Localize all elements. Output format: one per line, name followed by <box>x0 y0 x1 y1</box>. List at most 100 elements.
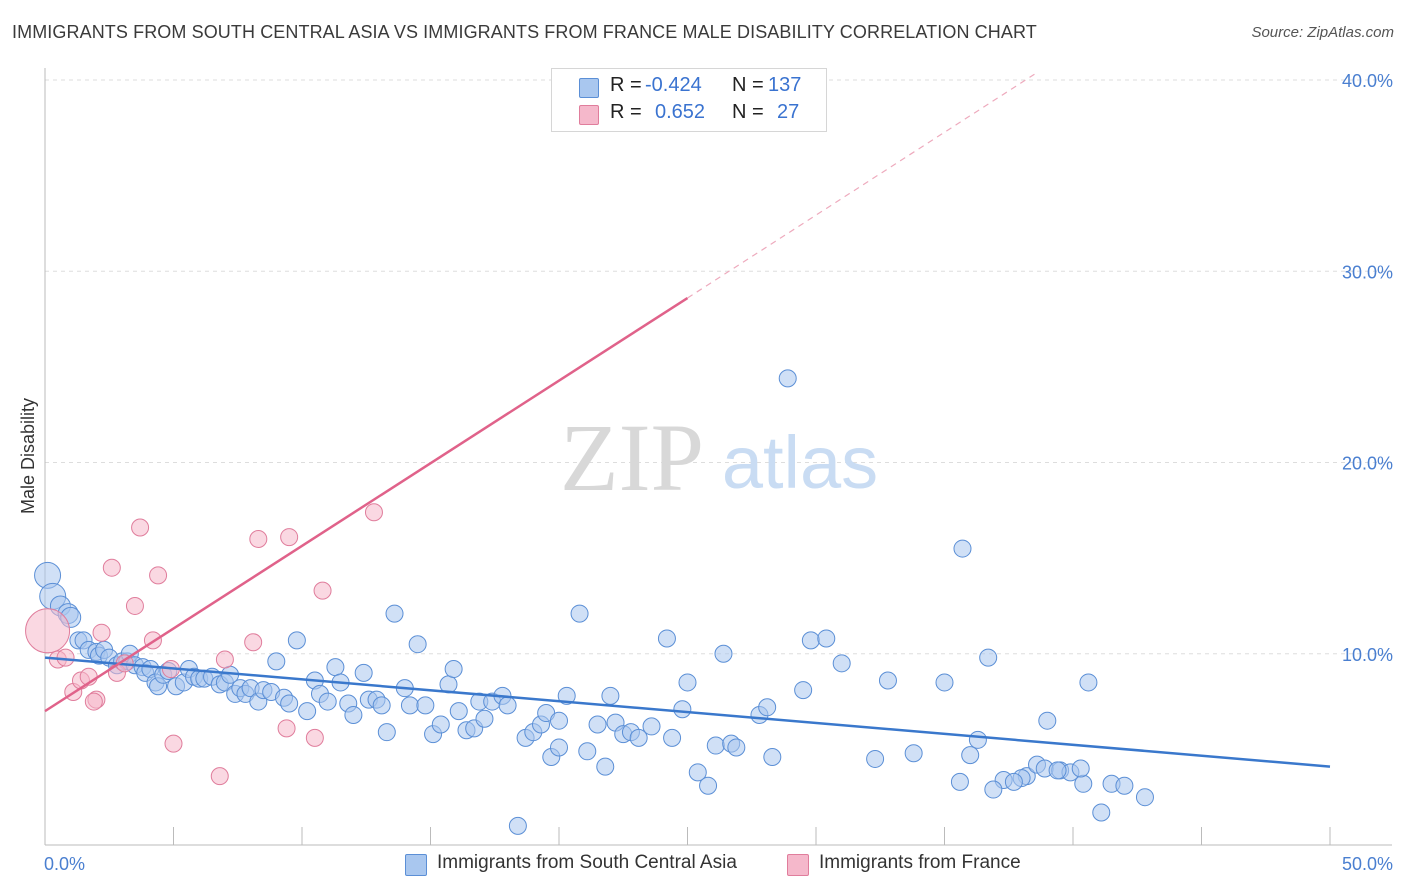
data-point <box>588 715 607 734</box>
data-point <box>298 702 317 721</box>
bottom-legend-swatch-pink <box>787 854 809 876</box>
data-point <box>1048 761 1067 780</box>
data-point <box>578 742 597 761</box>
data-point <box>149 566 168 585</box>
stats-legend: R = -0.424 N = 137 R = 0.652 N = 27 <box>551 68 827 132</box>
data-point <box>778 369 797 388</box>
data-point <box>280 528 299 547</box>
grid-lines <box>45 79 1392 655</box>
data-point <box>706 736 725 755</box>
legend-r-label: R = <box>610 74 642 96</box>
data-point <box>596 757 615 776</box>
data-point <box>131 518 150 537</box>
watermark: ZIP atlas <box>560 404 878 511</box>
data-point <box>277 719 296 738</box>
data-point <box>1074 774 1093 793</box>
data-point <box>663 728 682 747</box>
data-point <box>935 673 954 692</box>
data-point <box>763 748 782 767</box>
legend-swatch-pink <box>579 105 599 125</box>
y-tick-label: 20.0% <box>1342 454 1393 474</box>
data-point <box>961 746 980 765</box>
legend-r-value: -0.424 <box>645 74 702 96</box>
data-point <box>25 608 71 654</box>
trend-line-blue <box>44 656 1331 768</box>
data-point <box>678 673 697 692</box>
data-point <box>318 692 337 711</box>
data-point <box>1004 772 1023 791</box>
data-point <box>1079 673 1098 692</box>
x-tick-label: 50.0% <box>1342 854 1393 874</box>
data-point <box>953 539 972 558</box>
data-point <box>416 696 435 715</box>
legend-swatch-blue <box>579 78 599 98</box>
data-point <box>817 629 836 648</box>
data-point <box>385 604 404 623</box>
data-point <box>979 648 998 667</box>
data-point <box>794 681 813 700</box>
data-point <box>215 650 234 669</box>
data-point <box>984 780 1003 799</box>
data-point <box>727 738 746 757</box>
data-point <box>557 686 576 705</box>
data-point <box>326 658 345 677</box>
data-point <box>431 715 450 734</box>
data-point <box>832 654 851 673</box>
data-point <box>305 728 324 747</box>
data-point <box>1135 788 1154 807</box>
data-point <box>866 749 885 768</box>
series-france-points <box>25 503 383 786</box>
legend-n-value: 27 <box>777 101 800 123</box>
legend-row-blue: R = -0.424 N = 137 <box>552 74 824 100</box>
y-axis-label: Male Disability <box>18 398 38 514</box>
trend-line-pink-extension <box>687 73 1035 299</box>
data-point <box>950 772 969 791</box>
y-tick-label: 10.0% <box>1342 645 1393 665</box>
data-point <box>364 503 383 522</box>
data-point <box>878 671 897 690</box>
data-point <box>498 696 517 715</box>
data-point <box>550 738 568 757</box>
data-point <box>372 696 391 715</box>
data-point <box>601 686 620 705</box>
data-point <box>801 631 820 650</box>
source-credit: Source: ZipAtlas.com <box>1251 24 1394 41</box>
bottom-legend-blue: Immigrants from South Central Asia <box>405 852 765 878</box>
legend-r-value: 0.652 <box>655 101 706 123</box>
legend-n-value: 137 <box>768 74 802 96</box>
data-point <box>1071 759 1090 778</box>
bottom-legend-pink: Immigrants from France <box>787 852 1047 878</box>
data-point <box>400 696 419 715</box>
data-point <box>244 633 263 652</box>
data-point <box>210 767 229 786</box>
data-point <box>904 744 923 763</box>
data-point <box>280 694 299 713</box>
data-point <box>642 717 661 736</box>
bottom-legend-swatch-blue <box>405 854 427 876</box>
watermark-zip: ZIP <box>560 404 704 511</box>
data-point <box>714 644 733 663</box>
data-point <box>444 660 463 679</box>
legend-row-pink: R = 0.652 N = 27 <box>552 101 824 127</box>
tick-labels: 10.0% 20.0% 30.0% 40.0% 0.0% 50.0% <box>44 71 1393 874</box>
data-point <box>475 709 494 728</box>
legend-n-label: N = <box>732 74 764 96</box>
data-point <box>125 596 144 615</box>
data-point <box>344 705 363 724</box>
data-point <box>570 604 589 623</box>
data-point <box>758 698 777 717</box>
data-point <box>377 723 396 742</box>
data-point <box>699 776 718 795</box>
data-point <box>408 635 427 654</box>
data-point <box>354 663 373 682</box>
chart-title: IMMIGRANTS FROM SOUTH CENTRAL ASIA VS IM… <box>12 22 1037 42</box>
data-point <box>968 730 987 749</box>
data-point <box>84 692 103 711</box>
data-point <box>508 816 527 835</box>
data-point <box>449 702 468 721</box>
data-point <box>92 623 111 642</box>
data-point <box>249 530 268 548</box>
data-point <box>267 652 286 671</box>
axes <box>44 68 1392 846</box>
